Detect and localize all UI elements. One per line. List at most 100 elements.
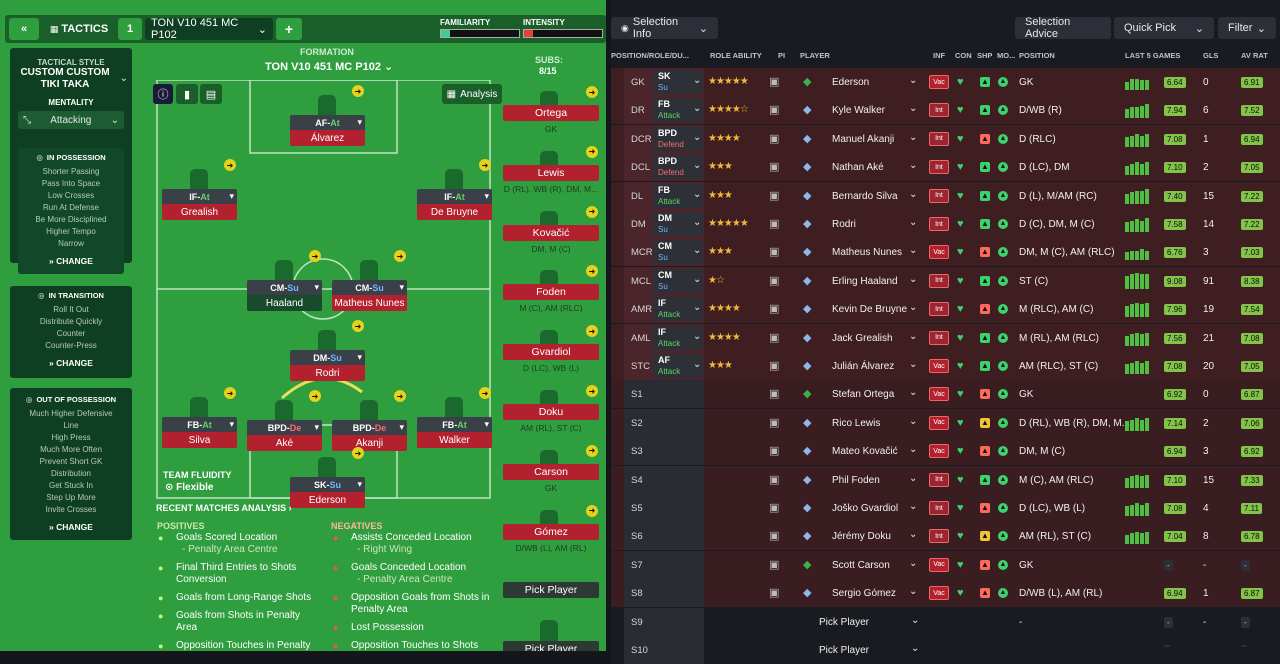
role-box[interactable] — [653, 297, 703, 322]
table-row[interactable]: DL FB Attack ⌄ ★★★ ▣ ◆ Bernardo Silva ⌄ Int ♥ ▲ ▲ D (… — [611, 181, 1280, 210]
pitch-player-card[interactable]: SK - Su ▾ Ederson — [290, 477, 365, 508]
player-info-icon[interactable]: ▣ — [769, 104, 780, 117]
position-slot[interactable] — [624, 380, 704, 409]
role-box[interactable] — [653, 325, 703, 350]
table-row[interactable]: STC AF Attack ⌄ ★★★ ▣ ◆ Julián Álvarez ⌄ Vac ♥ ▲ ▲ AM… — [611, 352, 1280, 380]
instruction-arrow-icon[interactable]: ➜ — [224, 387, 236, 399]
pitch-player-card[interactable]: CM - Su ▾ Haaland — [247, 280, 322, 311]
pitch-player-card[interactable]: BPD - De ▾ Akanji — [332, 420, 407, 451]
sub-player[interactable]: Doku AM (RL), ST (C) — [503, 404, 599, 433]
back-button[interactable]: « — [9, 18, 39, 40]
player-name[interactable]: Bernardo Silva — [832, 190, 898, 202]
instruction-arrow-icon[interactable]: ➜ — [586, 444, 598, 457]
position-slot[interactable] — [624, 550, 704, 579]
player-name[interactable]: Kevin De Bruyne — [832, 304, 908, 316]
player-name[interactable]: Julián Álvarez — [832, 361, 895, 372]
tactic-slot-number[interactable]: 1 — [118, 18, 142, 40]
position-slot[interactable] — [624, 408, 704, 437]
pitch-player-card[interactable]: IF - At ▾ De Bruyne — [417, 189, 492, 220]
analysis-item[interactable]: ● Goals Conceded Location - Penalty Area C… — [333, 562, 493, 586]
player-info-icon[interactable]: ▣ — [769, 189, 780, 202]
player-name[interactable]: Erling Haaland — [832, 275, 898, 287]
pitch-player-card[interactable]: BPD - De ▾ Aké — [247, 420, 322, 451]
table-row[interactable]: MCR CM Su ⌄ ★★★ ▣ ◆ Matheus Nunes ⌄ Vac ♥ ▲ ▲ DM, M (… — [611, 238, 1280, 267]
sub-player[interactable]: Gvardiol D (LC), WB (L) — [503, 344, 599, 373]
player-info-icon[interactable]: ▣ — [769, 303, 780, 316]
instruction-arrow-icon[interactable]: ➜ — [352, 320, 364, 332]
instruction-arrow-icon[interactable]: ➜ — [586, 325, 598, 338]
selection-advice-button[interactable]: Selection Advice — [1015, 16, 1111, 40]
pick-player-label[interactable]: Pick Player — [819, 616, 870, 628]
analysis-button[interactable]: ▦ Analysis — [442, 84, 502, 104]
player-info-icon[interactable]: ▣ — [769, 246, 780, 259]
analysis-item[interactable]: ● Goals from Long-Range Shots — [158, 592, 318, 604]
instruction-arrow-icon[interactable]: ➜ — [586, 145, 598, 158]
column-header[interactable]: CON — [955, 51, 972, 60]
table-row[interactable]: DCL BPD Defend ⌄ ★★★ ▣ ◆ Nathan Aké ⌄ Int ♥ ▲ ▲ D (LC… — [611, 153, 1280, 182]
role-box[interactable] — [653, 70, 703, 94]
formation-dropdown[interactable]: TON V10 451 MC P102 ⌄ — [265, 60, 393, 73]
column-header[interactable]: LAST 5 GAMES — [1125, 51, 1181, 60]
player-name[interactable]: Nathan Aké — [832, 162, 884, 174]
column-header[interactable]: POSITION — [1019, 51, 1055, 60]
sub-player[interactable]: Ortega GK — [503, 105, 599, 134]
position-slot[interactable] — [624, 579, 704, 608]
player-name[interactable]: Matheus Nunes — [832, 247, 903, 259]
analysis-item[interactable]: ● Lost Possession — [333, 622, 493, 634]
pitch-player-card[interactable]: FB - At ▾ Walker — [417, 417, 492, 448]
table-row[interactable]: S6 ▣ ◆ Jérémy Doku ⌄ Int ♥ ▲ ▲ AM (RL), ST (C) 7.0… — [611, 522, 1280, 551]
player-info-icon[interactable]: ▣ — [769, 76, 780, 88]
instruction-arrow-icon[interactable]: ➜ — [352, 85, 364, 97]
player-info-icon[interactable]: ▣ — [769, 218, 780, 230]
table-row[interactable]: S10 Pick Player ⌄ — [611, 636, 1280, 664]
instruction-arrow-icon[interactable]: ➜ — [479, 387, 491, 399]
column-header[interactable]: SHP — [977, 51, 993, 60]
change-in-transition-button[interactable]: » CHANGE — [49, 358, 93, 368]
role-box[interactable] — [653, 155, 703, 180]
pitch-player-card[interactable]: DM - Su ▾ Rodri — [290, 350, 365, 381]
analysis-item[interactable]: ● Goals Scored Location - Penalty Area Cen… — [158, 532, 318, 556]
instruction-arrow-icon[interactable]: ➜ — [586, 205, 598, 218]
role-box[interactable] — [653, 183, 703, 208]
instruction-arrow-icon[interactable]: ➜ — [394, 390, 406, 402]
quick-pick-button[interactable]: Quick Pick ⌄ — [1114, 17, 1214, 39]
filter-button[interactable]: Filter ⌄ — [1218, 17, 1276, 39]
instruction-arrow-icon[interactable]: ➜ — [586, 504, 598, 517]
table-row[interactable]: MCL CM Su ⌄ ★☆ ▣ ◆ Erling Haaland ⌄ Int ♥ ▲ ▲ ST (C) 9… — [611, 266, 1280, 295]
role-box[interactable] — [653, 126, 703, 151]
player-info-icon[interactable]: ▣ — [769, 445, 780, 458]
player-name[interactable]: Stefan Ortega — [832, 389, 895, 401]
column-header[interactable]: AV RAT — [1241, 51, 1268, 60]
player-name[interactable]: Mateo Kovačić — [832, 446, 898, 458]
table-row[interactable]: S2 ▣ ◆ Rico Lewis ⌄ Vac ♥ ▲ ▲ D (RL), WB (R), DM,… — [611, 408, 1280, 437]
table-row[interactable]: DM DM Su ⌄ ★★★★★ ▣ ◆ Rodri ⌄ Int ♥ ▲ ▲ D (C), DM, M (… — [611, 210, 1280, 238]
player-info-icon[interactable]: ▣ — [769, 388, 780, 401]
player-name[interactable]: Ederson — [832, 77, 870, 88]
instructions-icon-button[interactable]: ▤ — [200, 84, 222, 104]
player-name[interactable]: Rico Lewis — [832, 417, 881, 429]
analysis-item[interactable]: ● Goals from Shots in Penalty Area — [158, 610, 318, 634]
role-box[interactable] — [653, 98, 703, 123]
position-slot[interactable] — [624, 607, 704, 636]
role-box[interactable] — [653, 268, 703, 293]
instruction-arrow-icon[interactable]: ➜ — [586, 385, 598, 397]
change-out-of-possession-button[interactable]: » CHANGE — [49, 522, 93, 532]
table-row[interactable]: AML IF Attack ⌄ ★★★★ ▣ ◆ Jack Grealish ⌄ Int ♥ ▲ ▲ M … — [611, 323, 1280, 352]
position-slot[interactable] — [624, 494, 704, 522]
player-info-icon[interactable]: ▣ — [769, 473, 780, 486]
tactical-style-box[interactable]: TACTICAL STYLE CUSTOM CUSTOM TIKI TAKA ⌄… — [10, 48, 132, 274]
player-info-icon[interactable]: ▣ — [769, 416, 780, 429]
player-name[interactable]: Phil Foden — [832, 474, 880, 486]
role-box[interactable] — [653, 240, 703, 265]
player-info-icon[interactable]: ▣ — [769, 274, 780, 287]
player-info-icon[interactable]: ▣ — [769, 331, 780, 344]
sub-player[interactable]: Carson GK — [503, 463, 599, 493]
tactic-name-dropdown[interactable]: TON V10 451 MC P102 ⌄ — [145, 17, 273, 41]
table-row[interactable]: S1 ▣ ◆ Stefan Ortega ⌄ Vac ♥ ▲ ▲ GK 6.92 0 6.87 — [611, 380, 1280, 409]
player-info-icon[interactable]: ▣ — [769, 587, 780, 600]
player-name[interactable]: Manuel Akanji — [832, 133, 895, 145]
chart-icon-button[interactable]: ▮ — [176, 84, 198, 104]
player-name[interactable]: Kyle Walker — [832, 105, 885, 117]
tactics-tab[interactable]: ▦ TACTICS — [43, 18, 115, 40]
player-info-icon[interactable]: ▣ — [769, 132, 780, 145]
